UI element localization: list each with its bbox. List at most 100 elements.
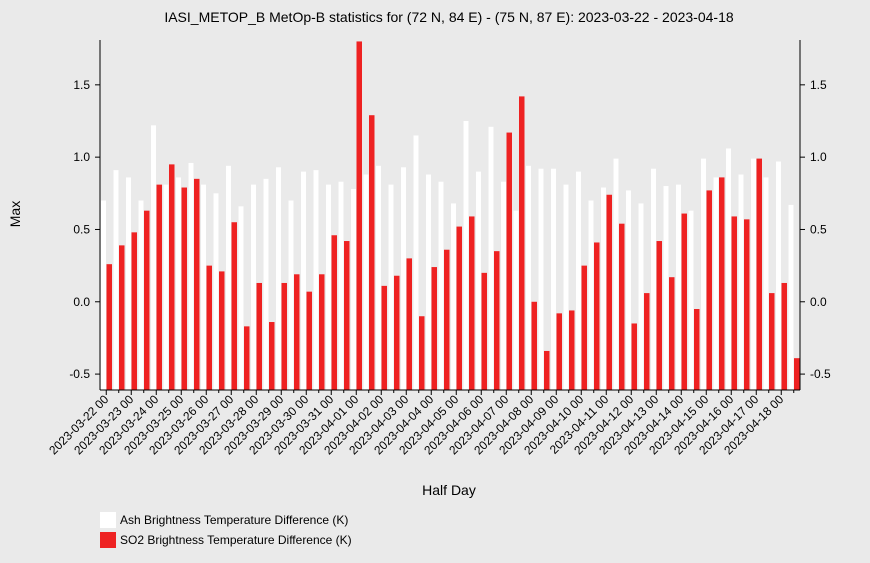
- bar: [376, 165, 381, 390]
- bar: [776, 161, 781, 390]
- bar: [631, 323, 637, 390]
- bar: [426, 174, 431, 390]
- bar: [288, 200, 294, 390]
- bar: [601, 187, 606, 390]
- bar: [294, 274, 300, 390]
- bar: [744, 219, 750, 390]
- bar: [738, 174, 744, 390]
- bar: [344, 241, 350, 390]
- bar: [256, 282, 262, 390]
- bar: [506, 132, 512, 390]
- x-axis-label: Half Day: [422, 482, 476, 498]
- bar: [731, 216, 737, 390]
- bar: [138, 200, 144, 390]
- bar: [201, 184, 206, 390]
- bar: [713, 177, 719, 390]
- bar: [651, 168, 656, 390]
- bar: [694, 309, 700, 390]
- bar: [788, 204, 794, 390]
- bar: [113, 170, 119, 390]
- bar: [663, 186, 669, 390]
- legend-swatch: [100, 512, 116, 528]
- bar: [356, 41, 362, 390]
- y-tick-label-right: 0.0: [810, 295, 827, 309]
- bar: [226, 165, 231, 390]
- bar: [188, 162, 194, 390]
- bar: [751, 158, 756, 390]
- bar: [401, 167, 406, 390]
- bar: [576, 171, 581, 390]
- legend-swatch: [100, 532, 116, 548]
- bar: [331, 235, 337, 390]
- y-tick-label-right: 1.0: [810, 150, 827, 164]
- bar: [551, 168, 556, 390]
- bar: [469, 216, 475, 390]
- bar: [326, 184, 331, 390]
- bar: [176, 177, 181, 390]
- chart-title: IASI_METOP_B MetOp-B statistics for (72 …: [164, 9, 734, 25]
- bar: [644, 293, 650, 390]
- bar: [513, 210, 519, 390]
- y-axis-label: Max: [7, 201, 23, 227]
- legend-label: Ash Brightness Temperature Difference (K…: [120, 513, 348, 527]
- bar: [319, 274, 325, 390]
- bar: [519, 96, 525, 390]
- bar: [151, 125, 156, 391]
- y-tick-label-right: 1.5: [810, 78, 827, 92]
- bar: [481, 272, 487, 390]
- bar: [231, 222, 237, 390]
- bar: [494, 251, 500, 390]
- bar: [181, 187, 187, 390]
- bar: [719, 177, 725, 390]
- y-tick-label: 1.5: [73, 78, 90, 92]
- bar: [306, 291, 312, 390]
- bar: [538, 168, 544, 390]
- bar: [526, 165, 531, 390]
- bar: [606, 194, 612, 390]
- bar: [638, 203, 644, 390]
- bar: [394, 275, 400, 390]
- legend-label: SO2 Brightness Temperature Difference (K…: [120, 533, 352, 547]
- bar: [488, 126, 494, 391]
- bar: [219, 271, 225, 390]
- bar: [194, 178, 200, 390]
- bar: [169, 164, 175, 390]
- bar: [581, 265, 587, 390]
- bar: [301, 171, 306, 390]
- bar: [438, 181, 444, 390]
- bar: [676, 184, 681, 390]
- bar: [726, 148, 731, 390]
- bar: [126, 177, 131, 390]
- bar: [419, 316, 425, 390]
- bar: [613, 158, 619, 390]
- bar: [569, 310, 575, 390]
- bar: [413, 135, 419, 390]
- bar: [769, 293, 775, 390]
- bar: [681, 213, 687, 390]
- bar: [276, 167, 281, 390]
- bar: [544, 350, 550, 390]
- bar: [781, 282, 787, 390]
- bar: [119, 245, 125, 390]
- bar: [406, 258, 412, 390]
- bar: [156, 184, 162, 390]
- bar: [263, 178, 269, 390]
- bar: [369, 115, 375, 391]
- bar: [351, 188, 356, 390]
- bar: [463, 120, 469, 391]
- bar: [144, 210, 150, 390]
- bar: [388, 184, 394, 390]
- bar: [556, 313, 562, 390]
- bar: [244, 326, 250, 390]
- bar: [501, 181, 506, 390]
- bar: [106, 264, 112, 390]
- bar: [531, 301, 537, 390]
- bar: [444, 249, 450, 390]
- bar: [706, 190, 712, 390]
- bar: [794, 358, 800, 390]
- y-tick-label-right: 0.5: [810, 222, 827, 236]
- bar: [669, 277, 675, 390]
- bar: [101, 200, 106, 390]
- y-tick-label: 0.5: [73, 222, 90, 236]
- bar: [431, 267, 437, 390]
